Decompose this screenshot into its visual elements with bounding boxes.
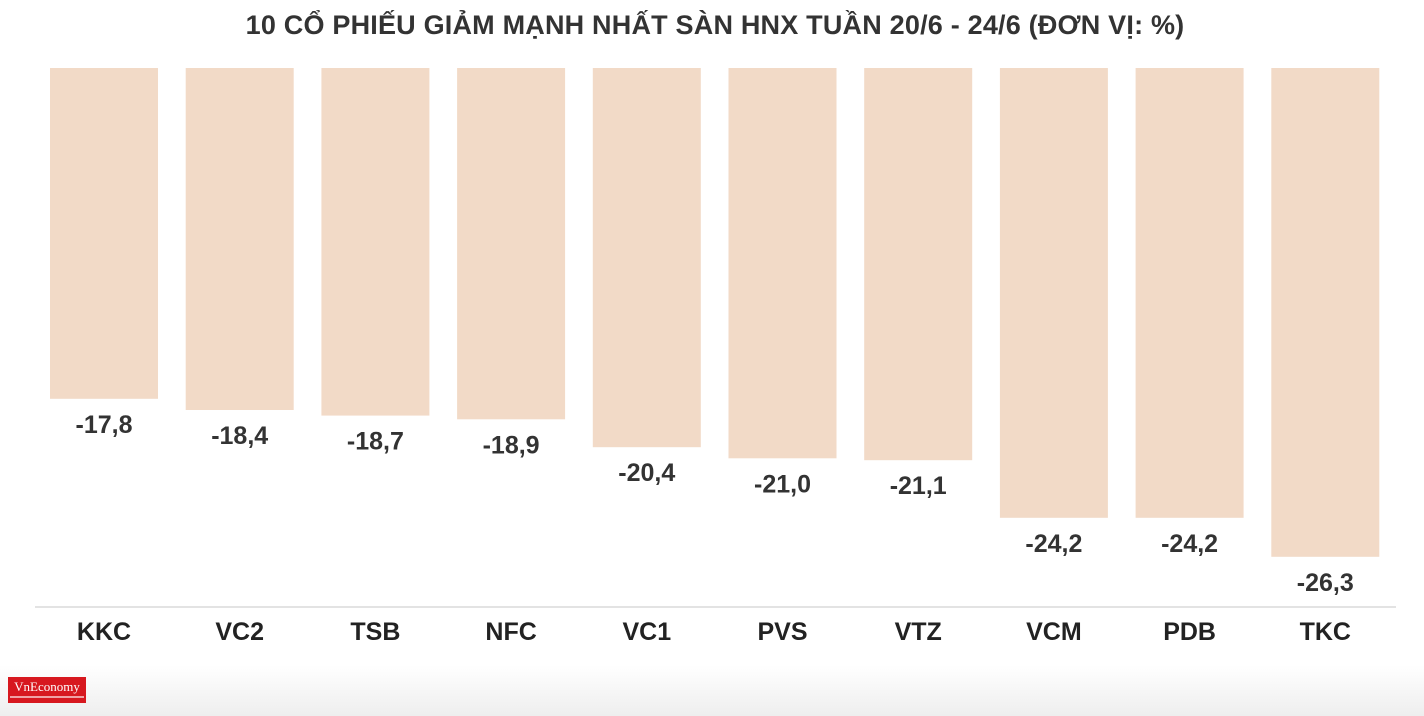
category-label-kkc: KKC	[77, 618, 131, 646]
value-label-vc1: -20,4	[618, 459, 675, 487]
category-label-pvs: PVS	[757, 618, 807, 646]
value-label-vtz: -21,1	[890, 472, 947, 500]
category-labels-layer: KKC VC2 TSB NFC VC1 PVS VTZ VCM PDB TKC	[77, 618, 1351, 646]
value-label-tkc: -26,3	[1297, 569, 1354, 597]
bar-vtz	[864, 68, 973, 461]
bar-nfc	[457, 68, 566, 420]
category-label-tkc: TKC	[1300, 618, 1351, 646]
value-label-nfc: -18,9	[483, 431, 540, 459]
bar-vc2	[185, 68, 294, 410]
bar-tsb	[321, 68, 430, 416]
footer-strip	[0, 665, 1424, 716]
bar-tkc	[1271, 68, 1380, 557]
value-label-tsb: -18,7	[347, 428, 404, 456]
chart-title: 10 CỔ PHIẾU GIẢM MẠNH NHẤT SÀN HNX TUẦN …	[245, 10, 1185, 40]
category-label-vcm: VCM	[1026, 618, 1082, 646]
category-label-tsb: TSB	[350, 618, 400, 646]
category-label-nfc: NFC	[485, 618, 536, 646]
value-label-kkc: -17,8	[76, 411, 133, 439]
bar-vcm	[999, 68, 1108, 518]
value-label-pvs: -21,0	[754, 470, 811, 498]
category-label-vc2: VC2	[215, 618, 264, 646]
vneconomy-logo[interactable]: VnEconomy	[8, 677, 86, 703]
category-label-vc1: VC1	[622, 618, 671, 646]
bar-kkc	[50, 68, 158, 399]
category-label-vtz: VTZ	[895, 618, 942, 646]
value-label-vcm: -24,2	[1025, 530, 1082, 558]
bar-vc1	[592, 68, 701, 448]
value-label-pdb: -24,2	[1161, 530, 1218, 558]
value-label-vc2: -18,4	[211, 422, 268, 450]
bar-pdb	[1135, 68, 1244, 518]
logo-tagline-line	[10, 696, 84, 698]
logo-text: VnEconomy	[14, 679, 80, 694]
category-label-pdb: PDB	[1163, 618, 1216, 646]
value-labels-layer: -17,8 -18,4 -18,7 -18,9 -20,4 -21,0 -21,1 -24,2…	[76, 411, 1354, 597]
bar-pvs	[728, 68, 837, 459]
bars-layer	[50, 68, 1380, 557]
